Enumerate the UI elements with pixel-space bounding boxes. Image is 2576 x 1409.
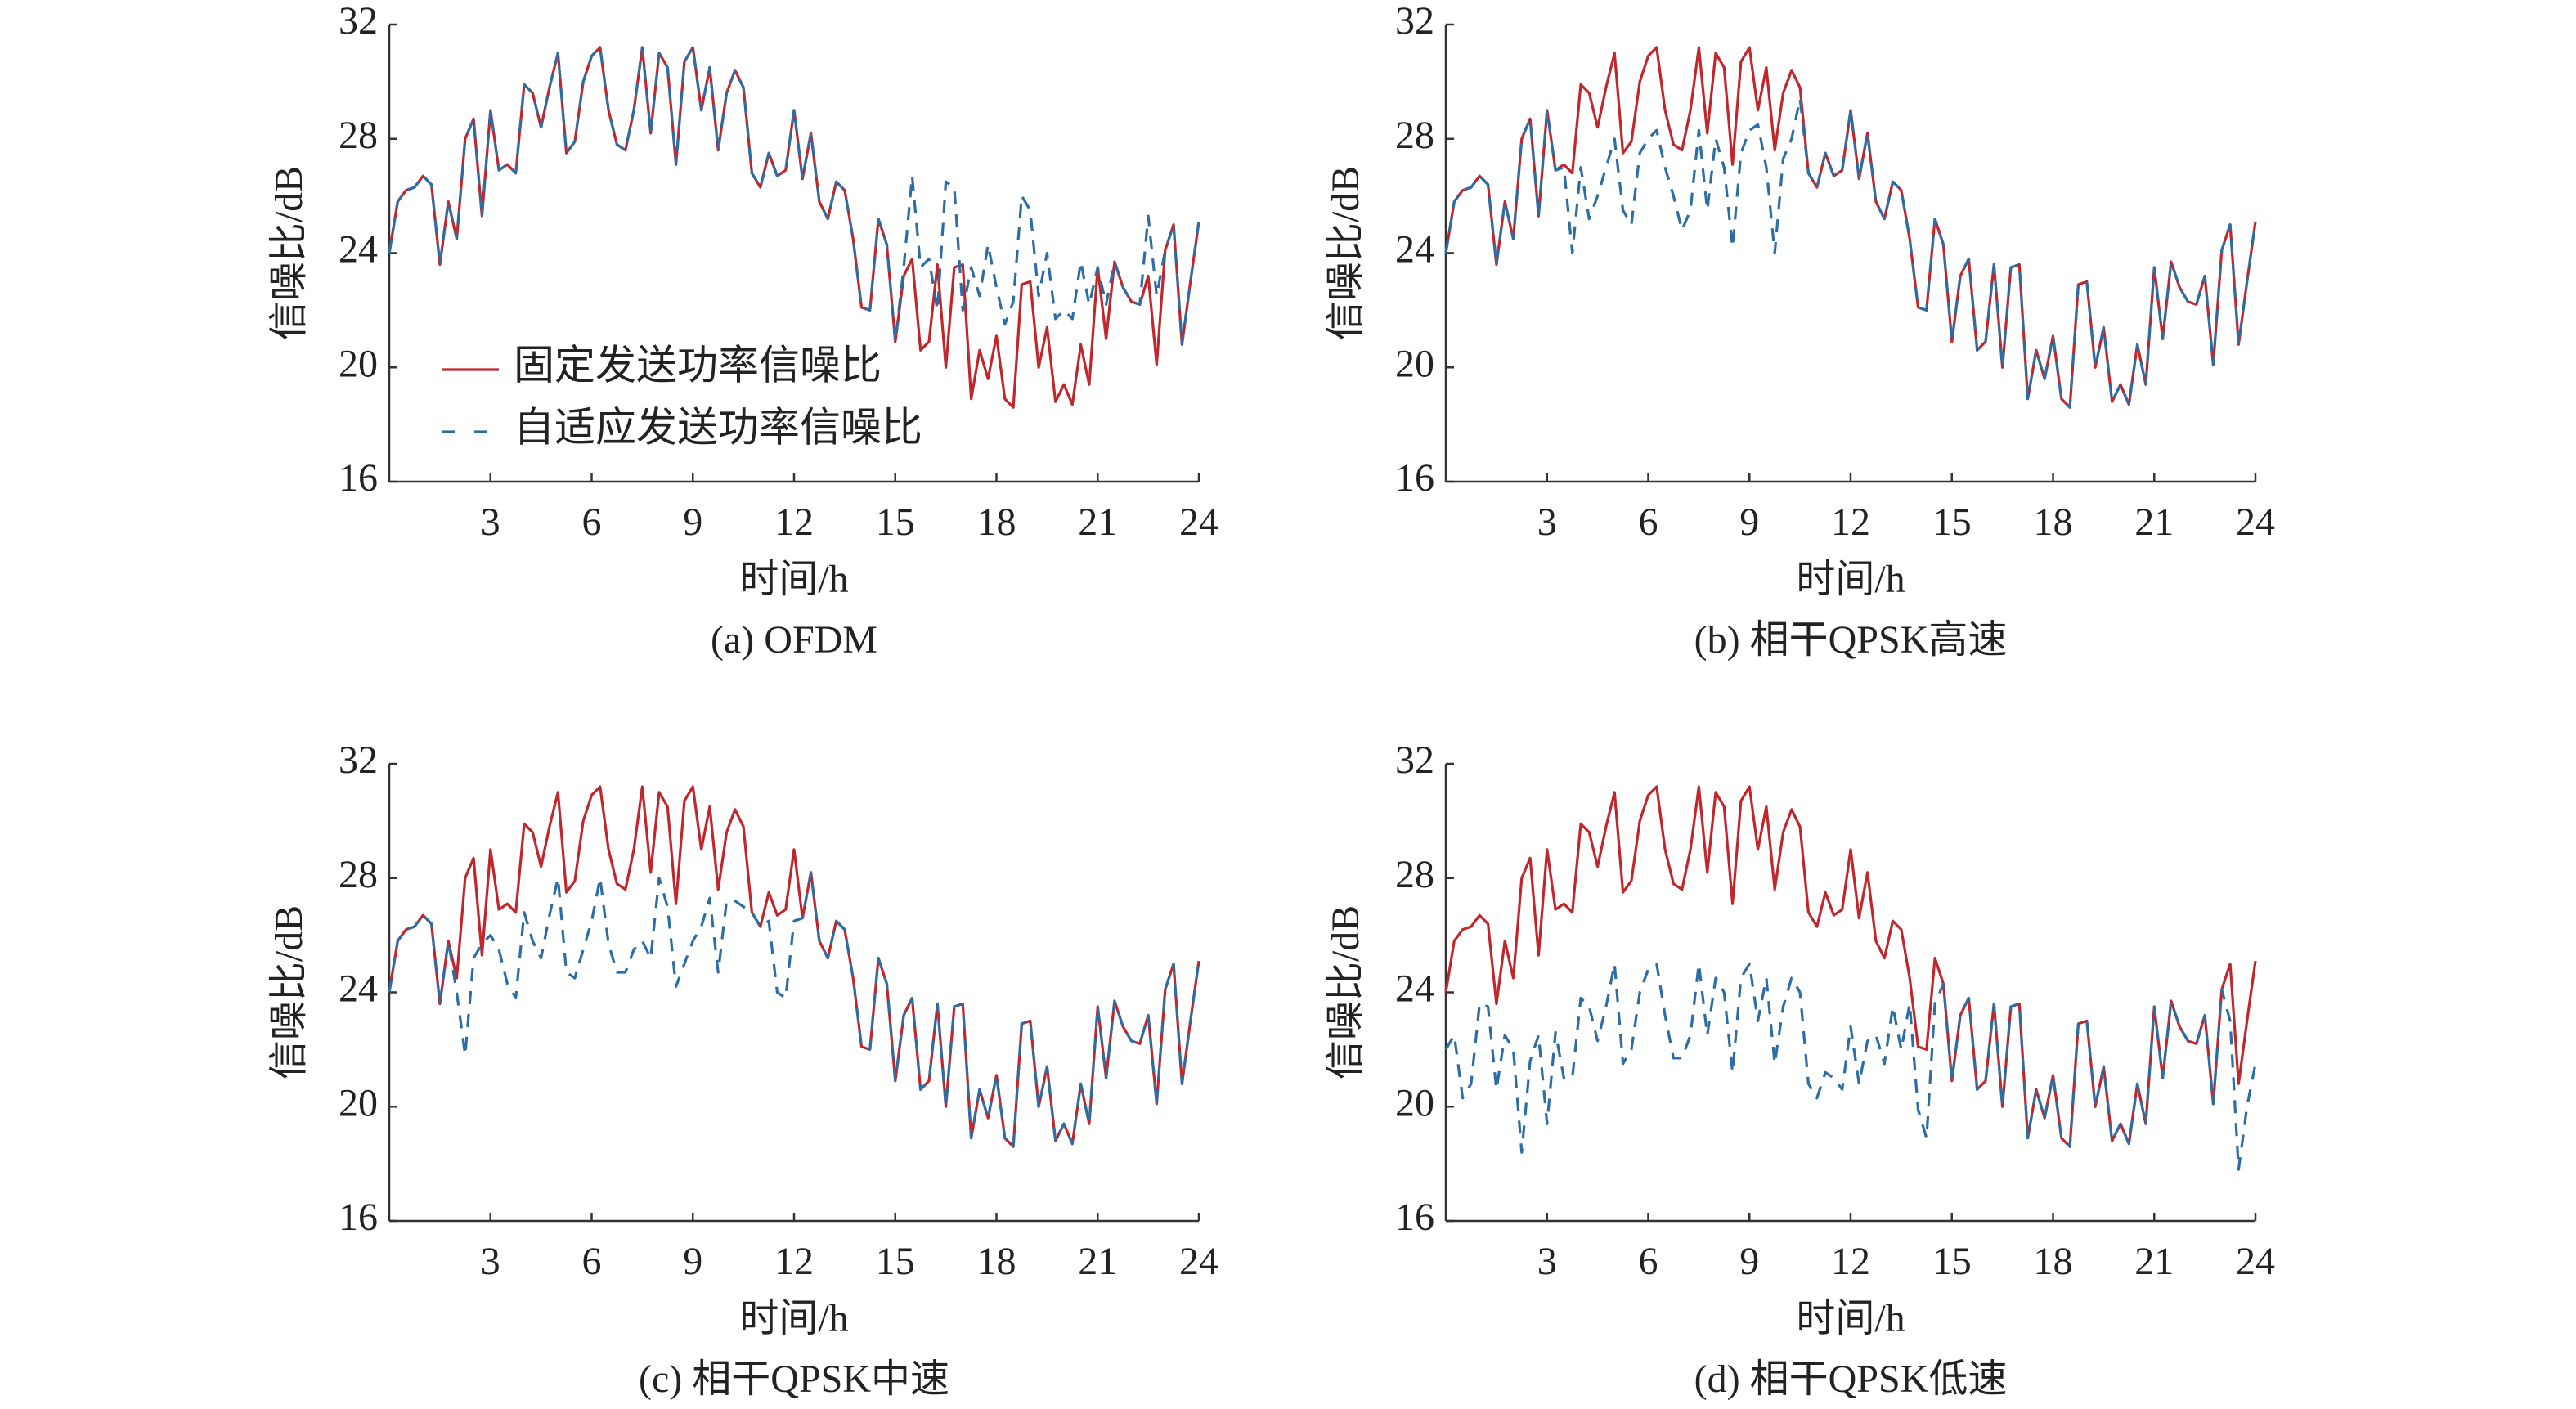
x-tick-label: 24 <box>1179 500 1218 544</box>
x-tick-label: 9 <box>683 1240 702 1283</box>
y-tick-label: 28 <box>1395 853 1434 896</box>
y-tick-label: 24 <box>1395 967 1434 1011</box>
x-tick-label: 21 <box>2134 500 2174 544</box>
x-axis-label: 时间/h <box>1796 558 1905 601</box>
caption: (a) OFDM <box>711 618 877 662</box>
x-tick-label: 24 <box>1179 1240 1218 1283</box>
y-tick-label: 28 <box>1395 114 1434 157</box>
x-tick-label: 15 <box>876 500 915 544</box>
legend-label: 自适应发送功率信噪比 <box>514 404 922 450</box>
x-tick-label: 3 <box>1537 500 1557 544</box>
x-tick-label: 9 <box>683 500 702 544</box>
caption: (d) 相干QPSK低速 <box>1694 1357 2008 1401</box>
y-axis-label: 信噪比/dB <box>267 166 311 340</box>
y-axis-label: 信噪比/dB <box>1324 166 1367 340</box>
y-tick-label: 28 <box>339 114 378 157</box>
x-axis-label: 时间/h <box>1796 1297 1905 1340</box>
x-tick-label: 9 <box>1739 1240 1759 1283</box>
x-tick-label: 6 <box>1639 1240 1658 1283</box>
y-tick-label: 20 <box>339 342 378 385</box>
x-tick-label: 21 <box>1078 1240 1117 1283</box>
y-tick-label: 32 <box>1395 738 1434 782</box>
x-tick-label: 12 <box>1831 500 1870 544</box>
x-tick-label: 24 <box>2236 1240 2275 1283</box>
series-line <box>1444 46 2257 409</box>
x-tick-label: 18 <box>977 1240 1016 1283</box>
y-tick-label: 16 <box>339 456 378 500</box>
y-tick-label: 24 <box>339 228 378 271</box>
x-tick-label: 18 <box>977 500 1016 544</box>
y-tick-label: 32 <box>1395 0 1434 43</box>
x-tick-label: 18 <box>2034 1240 2073 1283</box>
x-tick-label: 24 <box>2236 500 2275 544</box>
x-tick-label: 9 <box>1739 500 1759 544</box>
y-axis-label: 信噪比/dB <box>1324 905 1367 1079</box>
legend-label: 固定发送功率信噪比 <box>514 342 882 388</box>
y-tick-label: 20 <box>1395 342 1434 385</box>
caption: (b) 相干QPSK高速 <box>1694 618 2008 662</box>
x-tick-label: 21 <box>2134 1240 2174 1283</box>
x-tick-label: 15 <box>876 1240 915 1283</box>
y-tick-label: 20 <box>1395 1081 1434 1124</box>
y-tick-label: 20 <box>339 1081 378 1124</box>
series-line <box>1444 963 2257 1171</box>
x-tick-label: 12 <box>774 500 814 544</box>
x-tick-label: 3 <box>1537 1240 1557 1283</box>
x-tick-label: 12 <box>774 1240 814 1283</box>
series-line <box>388 785 1200 1148</box>
x-tick-label: 21 <box>1078 500 1117 544</box>
y-tick-label: 28 <box>339 853 378 896</box>
y-tick-label: 16 <box>1395 1196 1434 1239</box>
y-tick-label: 32 <box>339 0 378 43</box>
x-tick-label: 18 <box>2034 500 2073 544</box>
y-tick-label: 16 <box>339 1196 378 1239</box>
x-axis-label: 时间/h <box>739 558 848 601</box>
series-line <box>1444 785 2257 1148</box>
x-tick-label: 6 <box>582 1240 602 1283</box>
y-tick-label: 24 <box>1395 228 1434 271</box>
y-tick-label: 32 <box>339 738 378 782</box>
series-line <box>388 871 1200 1148</box>
x-tick-label: 6 <box>582 500 602 544</box>
x-tick-label: 3 <box>481 1240 500 1283</box>
x-tick-label: 3 <box>481 500 500 544</box>
x-tick-label: 15 <box>1932 1240 1972 1283</box>
series-line <box>1444 97 2257 409</box>
y-tick-label: 16 <box>1395 456 1434 500</box>
x-tick-label: 6 <box>1639 500 1658 544</box>
y-axis-label: 信噪比/dB <box>267 905 311 1079</box>
x-axis-label: 时间/h <box>739 1297 848 1340</box>
caption: (c) 相干QPSK中速 <box>639 1357 949 1401</box>
y-tick-label: 24 <box>339 967 378 1011</box>
series-line <box>388 46 1200 346</box>
x-tick-label: 15 <box>1932 500 1972 544</box>
x-tick-label: 12 <box>1831 1240 1870 1283</box>
